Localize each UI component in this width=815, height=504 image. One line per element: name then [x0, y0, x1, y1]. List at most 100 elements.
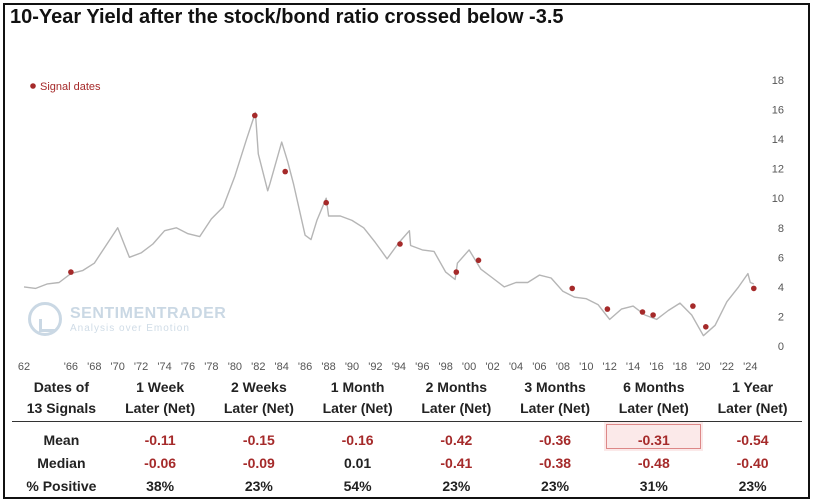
table-row-label: % Positive: [26, 477, 97, 494]
table-cell: -0.36: [539, 431, 572, 448]
x-tick-label: '06: [532, 361, 546, 373]
signal-point-2: [282, 168, 289, 175]
table-header-bottom: Later (Net): [110, 397, 210, 422]
x-tick-label: '74: [157, 361, 171, 373]
x-tick-label: '78: [204, 361, 218, 373]
table-row: Mean -0.11 -0.15 -0.16 -0.42 -0.36 -0.31 -0.54: [12, 421, 802, 451]
table-cell: 54%: [343, 477, 372, 494]
table-cell: 0.01: [343, 454, 372, 471]
table-cell: -0.41: [440, 454, 473, 471]
y-tick-label: 12: [772, 164, 784, 176]
x-tick-label: '68: [87, 361, 101, 373]
y-tick-label: 2: [778, 311, 784, 323]
signal-point-8: [604, 306, 611, 312]
x-tick-label: '12: [603, 361, 617, 373]
signal-stats-table: Dates of 1 Week 2 Weeks 1 Month 2 Months 3 Mo…: [12, 376, 802, 497]
signal-point-3: [323, 199, 330, 206]
table-header-bottom: Later (Net): [505, 397, 605, 422]
table-row: % Positive 38% 23% 54% 23% 23% 31% 23%: [12, 474, 802, 497]
x-tick-label: '98: [439, 361, 453, 373]
legend-marker: [30, 83, 36, 89]
y-tick-label: 16: [772, 105, 784, 117]
table-header-bottom: Later (Net): [604, 397, 704, 422]
x-tick-label: '04: [509, 361, 523, 373]
x-tick-label: '16: [649, 361, 663, 373]
sentimentrader-logo: SENTIMENTRADER Analysis over Emotion: [28, 302, 226, 336]
x-tick-label: '22: [720, 361, 734, 373]
y-tick-label: 0: [778, 341, 784, 353]
x-tick-label: '82: [251, 361, 265, 373]
signal-point-0: [68, 269, 74, 275]
table-header-bottom: Later (Net): [209, 397, 309, 422]
x-tick-label: '02: [485, 361, 499, 373]
table-cell: -0.06: [144, 454, 177, 471]
table-cell: 31%: [639, 477, 668, 494]
signal-point-5: [453, 269, 460, 275]
x-tick-label: '90: [345, 361, 359, 373]
x-tick-label: '96: [415, 361, 429, 373]
table-cell: -0.38: [539, 454, 572, 471]
x-tick-label: '80: [228, 361, 242, 373]
x-tick-label: '20: [696, 361, 710, 373]
table-header-top: Dates of: [33, 378, 89, 395]
table-cell: -0.16: [341, 431, 374, 448]
table-header-top: 1 Month: [330, 378, 385, 395]
x-tick-label: '18: [673, 361, 687, 373]
logo-chart-icon: [28, 302, 62, 336]
table-cell: -0.09: [242, 454, 275, 471]
signal-point-13: [751, 285, 757, 292]
x-tick-label: '14: [626, 361, 640, 373]
yield-series-line-0: [23, 111, 755, 337]
table-cell: -0.48: [637, 454, 670, 471]
x-tick-label: '94: [392, 361, 406, 373]
table-cell: 23%: [541, 477, 570, 494]
y-tick-label: 8: [778, 223, 784, 235]
table-row: Median -0.06 -0.09 0.01 -0.41 -0.38 -0.48 -0.40: [12, 451, 802, 474]
signal-point-12: [703, 324, 709, 330]
x-tick-label: 62: [18, 361, 30, 373]
table-row-label: Median: [37, 454, 86, 471]
x-tick-label: '66: [64, 361, 78, 373]
signal-point-9: [639, 309, 646, 315]
x-tick-label: '24: [743, 361, 757, 373]
table-header-top: 1 Year: [732, 378, 774, 395]
table-header-top: 2 Months: [425, 378, 488, 395]
table-header-top: 6 Months: [623, 378, 685, 395]
x-tick-label: '00: [462, 361, 476, 373]
table-cell: 23%: [738, 477, 767, 494]
legend-label: Signal dates: [40, 81, 101, 93]
table-row-label: Mean: [43, 431, 80, 448]
signal-point-1: [252, 112, 258, 119]
table-cell: -0.15: [242, 431, 275, 448]
table-cell: 23%: [442, 477, 471, 494]
table-cell: 38%: [146, 477, 175, 494]
table-header-bottom: Later (Net): [406, 397, 506, 422]
y-tick-label: 6: [778, 252, 784, 264]
table-header-bottom: 13 Signals: [12, 397, 111, 422]
signal-point-4: [397, 241, 403, 247]
x-tick-label: '86: [298, 361, 312, 373]
x-tick-label: '84: [275, 361, 289, 373]
chart-title: 10-Year Yield after the stock/bond ratio…: [10, 6, 564, 28]
table-header-bottom: Later (Net): [308, 397, 407, 422]
signal-point-7: [569, 285, 575, 292]
x-tick-label: '92: [368, 361, 382, 373]
signal-point-6: [475, 257, 482, 264]
table-header-bottom: Later (Net): [703, 397, 802, 422]
table-cell: -0.42: [440, 431, 473, 448]
y-tick-label: 10: [772, 193, 784, 205]
x-tick-label: '08: [556, 361, 570, 373]
table-header-top: 1 Week: [136, 378, 185, 395]
y-tick-label: 14: [772, 134, 784, 146]
signal-point-10: [650, 312, 656, 318]
x-tick-label: '10: [579, 361, 593, 373]
table-cell: -0.31: [604, 421, 704, 451]
table-cell: -0.54: [736, 431, 769, 448]
y-tick-label: 18: [772, 75, 784, 87]
logo-tagline: Analysis over Emotion: [70, 322, 190, 334]
table-cell: -0.40: [736, 454, 769, 471]
logo-name: SENTIMENTRADER: [70, 304, 227, 322]
table-header-top: 3 Months: [524, 378, 586, 395]
y-tick-label: 4: [778, 282, 784, 294]
